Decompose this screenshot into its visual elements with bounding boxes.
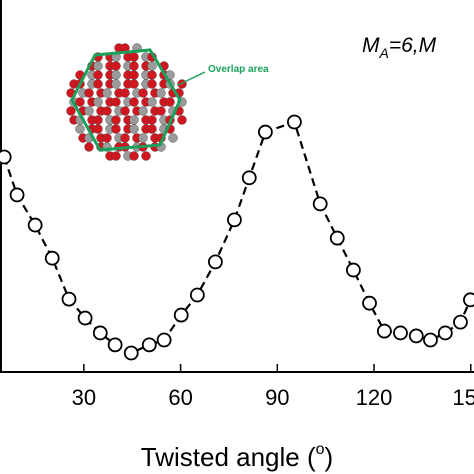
atom [147, 70, 157, 80]
data-point [77, 310, 93, 326]
data-point [107, 337, 123, 353]
legend-text: MA=6,M [362, 34, 437, 61]
x-tick-label: 60 [168, 385, 192, 410]
atom [66, 106, 76, 116]
x-axis-label: Twisted angle (o) [141, 441, 333, 472]
data-point [141, 337, 157, 353]
data-point [312, 196, 328, 212]
data-point [27, 217, 43, 233]
atom [111, 124, 121, 134]
atom [111, 70, 121, 80]
x-tick-label: 120 [356, 385, 393, 410]
atom [75, 97, 85, 107]
data-point [286, 114, 302, 130]
atom [129, 151, 139, 161]
x-tick-label: 30 [72, 385, 96, 410]
atom [111, 79, 121, 89]
atom [165, 97, 175, 107]
data-point [207, 254, 223, 270]
atom [141, 151, 151, 161]
atom [111, 97, 121, 107]
data-point [346, 262, 361, 278]
atom [138, 106, 148, 116]
atom [147, 61, 157, 71]
atom [129, 79, 139, 89]
xlabel-text: Twisted angle ( [141, 442, 316, 472]
data-point [0, 149, 12, 165]
molecule-inset [66, 43, 187, 161]
atom [111, 61, 121, 71]
atom [129, 97, 139, 107]
atom [168, 133, 178, 143]
atom [156, 88, 166, 98]
m2: =6,M [389, 34, 437, 57]
data-point [156, 332, 172, 348]
data-point [393, 325, 408, 341]
atom [75, 124, 85, 134]
atom [147, 97, 157, 107]
data-point [463, 292, 474, 308]
atom [147, 115, 157, 125]
atom [93, 115, 103, 125]
atom [129, 61, 139, 71]
data-point [173, 307, 189, 323]
atom [129, 70, 139, 80]
data-point [453, 314, 468, 330]
data-point [44, 250, 60, 266]
x-tick-label: 90 [265, 385, 289, 410]
data-point [61, 291, 77, 307]
overlap-hexagon [70, 48, 182, 152]
atom [120, 133, 130, 143]
atom [129, 124, 139, 134]
atom [156, 106, 166, 116]
data-point [437, 325, 453, 341]
data-point [329, 230, 345, 246]
atom [138, 88, 148, 98]
inset-arrow [177, 71, 206, 86]
data-point [227, 212, 242, 228]
atom [93, 70, 103, 80]
data-point [257, 124, 273, 140]
atom [129, 52, 139, 62]
atom [93, 97, 103, 107]
atom [120, 106, 130, 116]
atom [111, 151, 121, 161]
inset-label: Overlap area [208, 64, 269, 75]
dashed-line [3, 120, 472, 355]
x-tick-label: 150 [452, 385, 474, 410]
atom [84, 88, 94, 98]
atom [93, 61, 103, 71]
atom [93, 79, 103, 89]
atom [111, 115, 121, 125]
atom [138, 133, 148, 143]
data-point [92, 325, 108, 341]
s1: A [379, 45, 389, 61]
atom [84, 106, 94, 116]
data-point [189, 287, 205, 303]
atom [129, 115, 139, 125]
xlabel-sup: o [316, 441, 325, 458]
data-point [408, 328, 424, 344]
atom [177, 115, 187, 125]
atom [102, 133, 112, 143]
data-point [362, 295, 377, 311]
atom [84, 142, 94, 152]
data-point [9, 187, 25, 203]
atom [102, 106, 112, 116]
xlabel-end: ) [325, 442, 334, 472]
atom [147, 124, 157, 134]
atom [120, 88, 130, 98]
data-point [376, 323, 392, 339]
atom [102, 88, 112, 98]
data-point [423, 332, 438, 348]
atom [147, 79, 157, 89]
data-point [241, 170, 257, 186]
data-point [123, 345, 139, 361]
atom [93, 124, 103, 134]
m1: M [362, 34, 380, 57]
